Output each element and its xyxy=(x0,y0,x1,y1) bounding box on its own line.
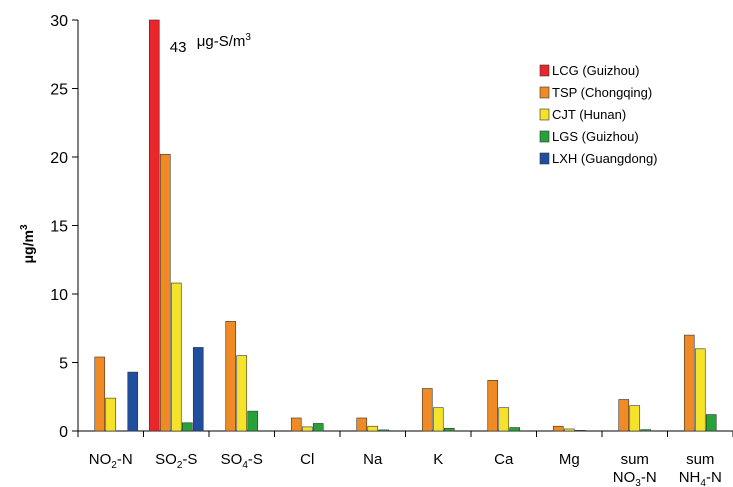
y-tick-label-1: 5 xyxy=(59,356,68,373)
legend-swatch-4 xyxy=(539,152,550,165)
bar-1-6 xyxy=(487,380,499,432)
x-tick-label-7: Mg xyxy=(559,451,580,468)
x-tick-label-part: -N xyxy=(706,469,722,486)
legend-label-1: TSP (Chongqing) xyxy=(552,85,652,100)
annotation-value-0: 43 xyxy=(170,39,187,56)
x-tick-label-0: NO2-N xyxy=(89,451,133,471)
x-tick-label-part: sum xyxy=(686,451,714,468)
bar-0-1 xyxy=(148,19,160,432)
x-tick-label-part: -N xyxy=(641,469,657,486)
y-tick-label-4: 20 xyxy=(50,150,68,167)
y-axis-label-base: μg/m xyxy=(20,230,36,263)
legend-swatch-2 xyxy=(539,108,550,121)
annotation-unit-0: μg-S/m3 xyxy=(197,32,252,50)
legend-label-0: LCG (Guizhou) xyxy=(552,63,639,78)
x-tick-label-part: sum xyxy=(621,451,649,468)
bar-2-8 xyxy=(629,405,641,432)
legend-label-2: CJT (Hunan) xyxy=(552,107,626,122)
annotation-unit-base: μg-S/m xyxy=(197,33,246,50)
bar-3-6 xyxy=(509,427,521,432)
bar-4-0 xyxy=(127,371,139,432)
y-tick-label-6: 30 xyxy=(50,13,68,30)
bar-3-4 xyxy=(378,429,390,432)
bar-2-2 xyxy=(236,355,248,432)
bar-1-1 xyxy=(159,153,171,432)
annotation-unit-sup: 3 xyxy=(245,32,251,43)
x-tick-label-8-line-1: NO3-N xyxy=(613,469,657,487)
x-tick-label-part: Na xyxy=(363,451,383,468)
y-tick-label-3: 15 xyxy=(50,219,68,236)
x-tick-label-part: NH xyxy=(679,469,701,486)
bar-1-4 xyxy=(356,417,368,432)
bar-2-7 xyxy=(563,428,575,432)
x-tick-label-part: Ca xyxy=(494,451,514,468)
bar-2-9 xyxy=(694,348,706,432)
y-tick-label-2: 10 xyxy=(50,287,68,304)
bar-3-5 xyxy=(443,427,455,432)
x-tick-label-part: -S xyxy=(182,451,197,468)
y-axis-label-sup: 3 xyxy=(19,224,30,230)
bar-2-5 xyxy=(432,407,444,432)
x-tick-label-4: Na xyxy=(363,451,383,468)
x-tick-label-part: NO xyxy=(613,469,636,486)
bar-2-0 xyxy=(105,397,117,432)
bar-3-2 xyxy=(247,410,259,432)
x-tick-label-5: K xyxy=(433,451,443,468)
bar-4-1 xyxy=(192,347,204,432)
x-tick-label-part: 3 xyxy=(635,478,641,487)
x-tick-label-part: 4 xyxy=(242,460,248,471)
bar-3-9 xyxy=(705,414,717,432)
x-tick-label-9-line-0: sum xyxy=(686,451,714,468)
bar-1-9 xyxy=(683,334,695,432)
x-tick-label-part: 2 xyxy=(177,460,183,471)
legend-swatch-0 xyxy=(539,64,550,77)
bar-2-4 xyxy=(367,425,379,432)
x-tick-label-part: NO xyxy=(89,451,112,468)
x-tick-label-part: -S xyxy=(248,451,263,468)
x-tick-label-8-line-0: sum xyxy=(621,451,649,468)
bar-3-8 xyxy=(640,429,652,432)
bar-2-6 xyxy=(498,407,510,432)
legend-swatch-3 xyxy=(539,130,550,143)
x-tick-label-part: 4 xyxy=(700,478,706,487)
bar-1-5 xyxy=(421,388,433,432)
bar-1-7 xyxy=(552,425,564,432)
y-tick-label-0: 0 xyxy=(59,424,68,441)
x-tick-label-part: -N xyxy=(117,451,133,468)
legend-label-4: LXH (Guangdong) xyxy=(552,151,658,166)
bar-3-7 xyxy=(574,430,586,432)
y-tick-label-5: 25 xyxy=(50,82,68,99)
x-tick-label-2: SO4-S xyxy=(221,451,263,471)
bar-1-8 xyxy=(618,399,630,432)
x-tick-label-part: SO xyxy=(155,451,177,468)
bar-1-0 xyxy=(94,356,106,432)
x-tick-label-3: Cl xyxy=(300,451,314,468)
bar-2-3 xyxy=(301,426,313,432)
x-tick-label-6: Ca xyxy=(494,451,514,468)
x-tick-label-part: Mg xyxy=(559,451,580,468)
x-tick-label-1: SO2-S xyxy=(155,451,197,471)
y-axis-label: μg/m3 xyxy=(19,224,36,263)
bar-1-2 xyxy=(225,321,237,432)
x-tick-label-part: Cl xyxy=(300,451,314,468)
x-tick-label-part: SO xyxy=(221,451,243,468)
bar-3-1 xyxy=(181,422,193,432)
legend-label-3: LGS (Guizhou) xyxy=(552,129,639,144)
x-tick-label-9-line-1: NH4-N xyxy=(679,469,722,487)
bar-2-1 xyxy=(170,282,182,432)
x-tick-label-part: K xyxy=(433,451,443,468)
bar-3-3 xyxy=(312,423,324,432)
x-tick-label-part: 2 xyxy=(111,460,117,471)
legend-swatch-1 xyxy=(539,86,550,99)
bar-1-3 xyxy=(290,417,302,432)
